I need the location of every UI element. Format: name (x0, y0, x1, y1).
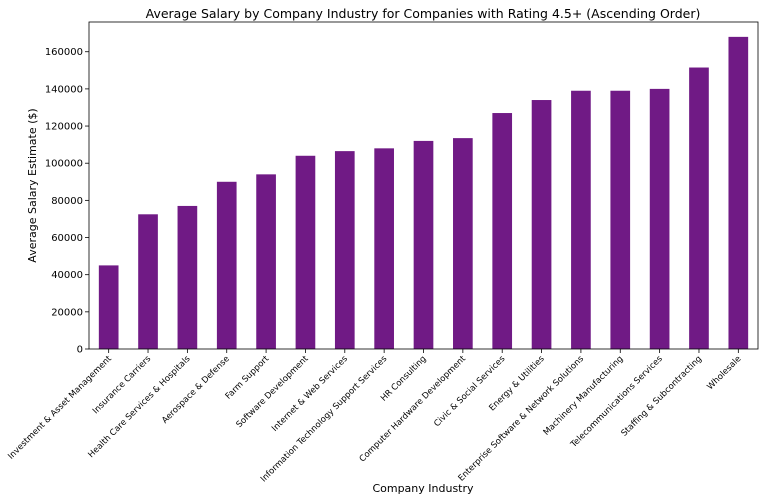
y-tick-label: 160000 (45, 47, 83, 58)
y-tick-label: 40000 (51, 270, 83, 281)
x-axis-label: Company Industry (372, 482, 474, 495)
bar (295, 155, 316, 349)
bar (374, 148, 394, 349)
bar (728, 36, 749, 349)
bar (689, 67, 709, 349)
y-tick-label: 100000 (45, 159, 83, 170)
y-tick-label: 0 (77, 345, 83, 356)
y-tick-label: 60000 (51, 233, 83, 244)
bars-group (98, 36, 749, 350)
bar (334, 151, 355, 349)
bar (177, 205, 198, 349)
bar (216, 181, 237, 349)
plot-frame (88, 21, 759, 350)
bar (98, 265, 119, 349)
y-axis-label: Average Salary Estimate ($) (26, 108, 39, 262)
y-tick-label: 120000 (45, 122, 83, 133)
y-axis: 0 20000 40000 60000 80000 100000 120000 140000 1… (45, 47, 89, 356)
bar (453, 138, 473, 349)
bar (256, 174, 276, 349)
chart-title: Average Salary by Company Industry for C… (146, 6, 701, 21)
bar (413, 140, 434, 349)
y-tick-label: 80000 (51, 196, 83, 207)
bar (492, 113, 513, 350)
bar (649, 88, 670, 350)
bar (138, 214, 158, 349)
y-tick-label: 20000 (51, 307, 83, 318)
y-tick-label: 140000 (45, 84, 83, 95)
bar (531, 100, 552, 349)
bar (571, 90, 591, 349)
bar (610, 90, 631, 349)
